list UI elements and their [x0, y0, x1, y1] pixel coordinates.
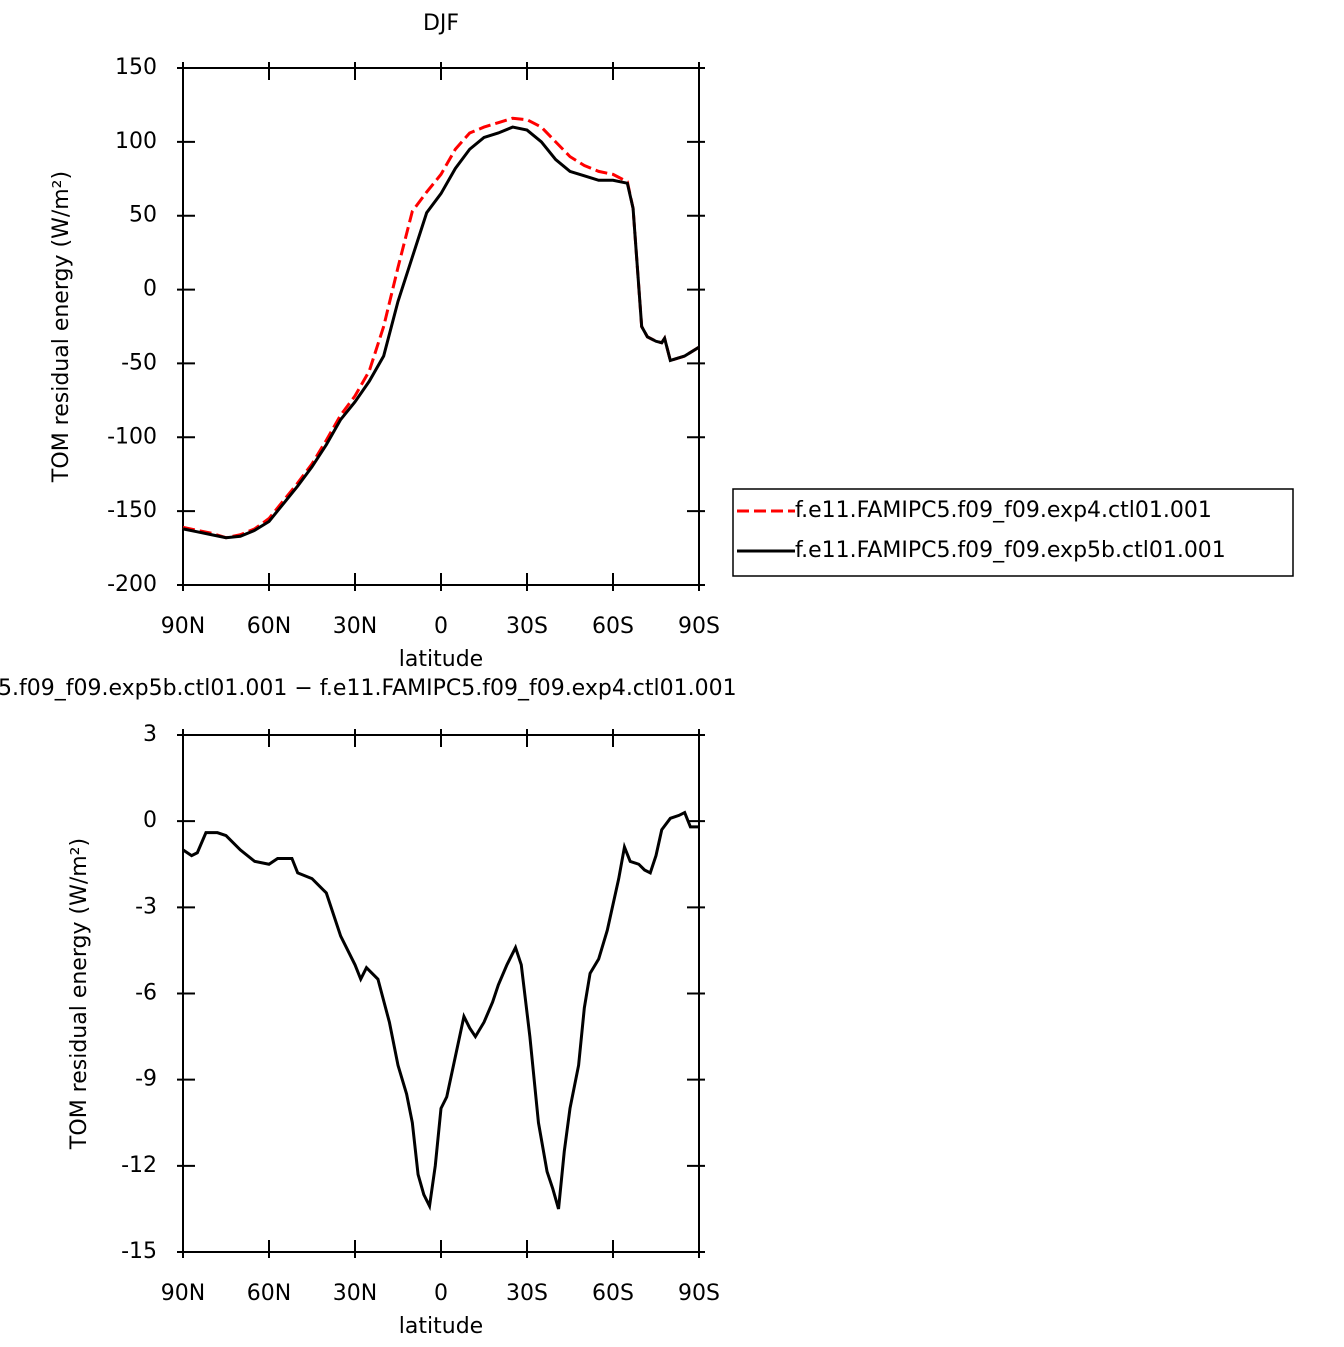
y-tick-label: -3	[135, 894, 157, 919]
x-tick-label: 0	[434, 1281, 448, 1306]
y-tick-label: -9	[135, 1067, 157, 1092]
y-tick-label: -6	[135, 981, 157, 1006]
x-axis-label: latitude	[399, 1314, 483, 1339]
y-tick-label: 0	[143, 808, 157, 833]
y-axis-label: TOM residual energy (W/m²)	[49, 171, 74, 483]
y-tick-label: -12	[121, 1153, 157, 1178]
data-line	[182, 116, 700, 540]
y-tick-label: -100	[107, 424, 157, 449]
x-tick-label: 30N	[333, 614, 377, 639]
y-tick-label: 0	[143, 277, 157, 302]
chart-title: DJF	[423, 11, 459, 36]
x-tick-label: 90S	[678, 614, 720, 639]
x-tick-label: 0	[434, 614, 448, 639]
x-tick-label: 60N	[247, 1281, 291, 1306]
y-tick-label: -200	[107, 572, 157, 597]
y-tick-label: -150	[107, 498, 157, 523]
y-tick-label: 150	[115, 55, 157, 80]
legend-label: f.e11.FAMIPC5.f09_f09.exp4.ctl01.001	[795, 498, 1212, 523]
chart-title: 5.f09_f09.exp5b.ctl01.001 − f.e11.FAMIPC…	[0, 676, 737, 701]
plot-frame	[182, 734, 700, 1253]
legend-box	[732, 488, 1294, 577]
y-tick-label: 50	[129, 203, 157, 228]
x-tick-label: 60S	[592, 1281, 634, 1306]
x-tick-label: 30S	[506, 614, 548, 639]
x-tick-label: 60N	[247, 614, 291, 639]
y-tick-label: -15	[121, 1239, 157, 1264]
data-line	[182, 125, 700, 540]
legend-label: f.e11.FAMIPC5.f09_f09.exp5b.ctl01.001	[795, 538, 1226, 563]
y-tick-label: -50	[121, 350, 157, 375]
y-tick-label: 3	[143, 722, 157, 747]
y-tick-label: 100	[115, 129, 157, 154]
x-tick-label: 30N	[333, 1281, 377, 1306]
x-tick-label: 90S	[678, 1281, 720, 1306]
x-tick-label: 60S	[592, 614, 634, 639]
x-axis-label: latitude	[399, 647, 483, 672]
x-tick-label: 90N	[161, 1281, 205, 1306]
x-tick-label: 90N	[161, 614, 205, 639]
x-tick-label: 30S	[506, 1281, 548, 1306]
y-axis-label: TOM residual energy (W/m²)	[67, 838, 92, 1150]
data-line	[182, 810, 699, 1212]
plot-frame	[182, 67, 700, 586]
